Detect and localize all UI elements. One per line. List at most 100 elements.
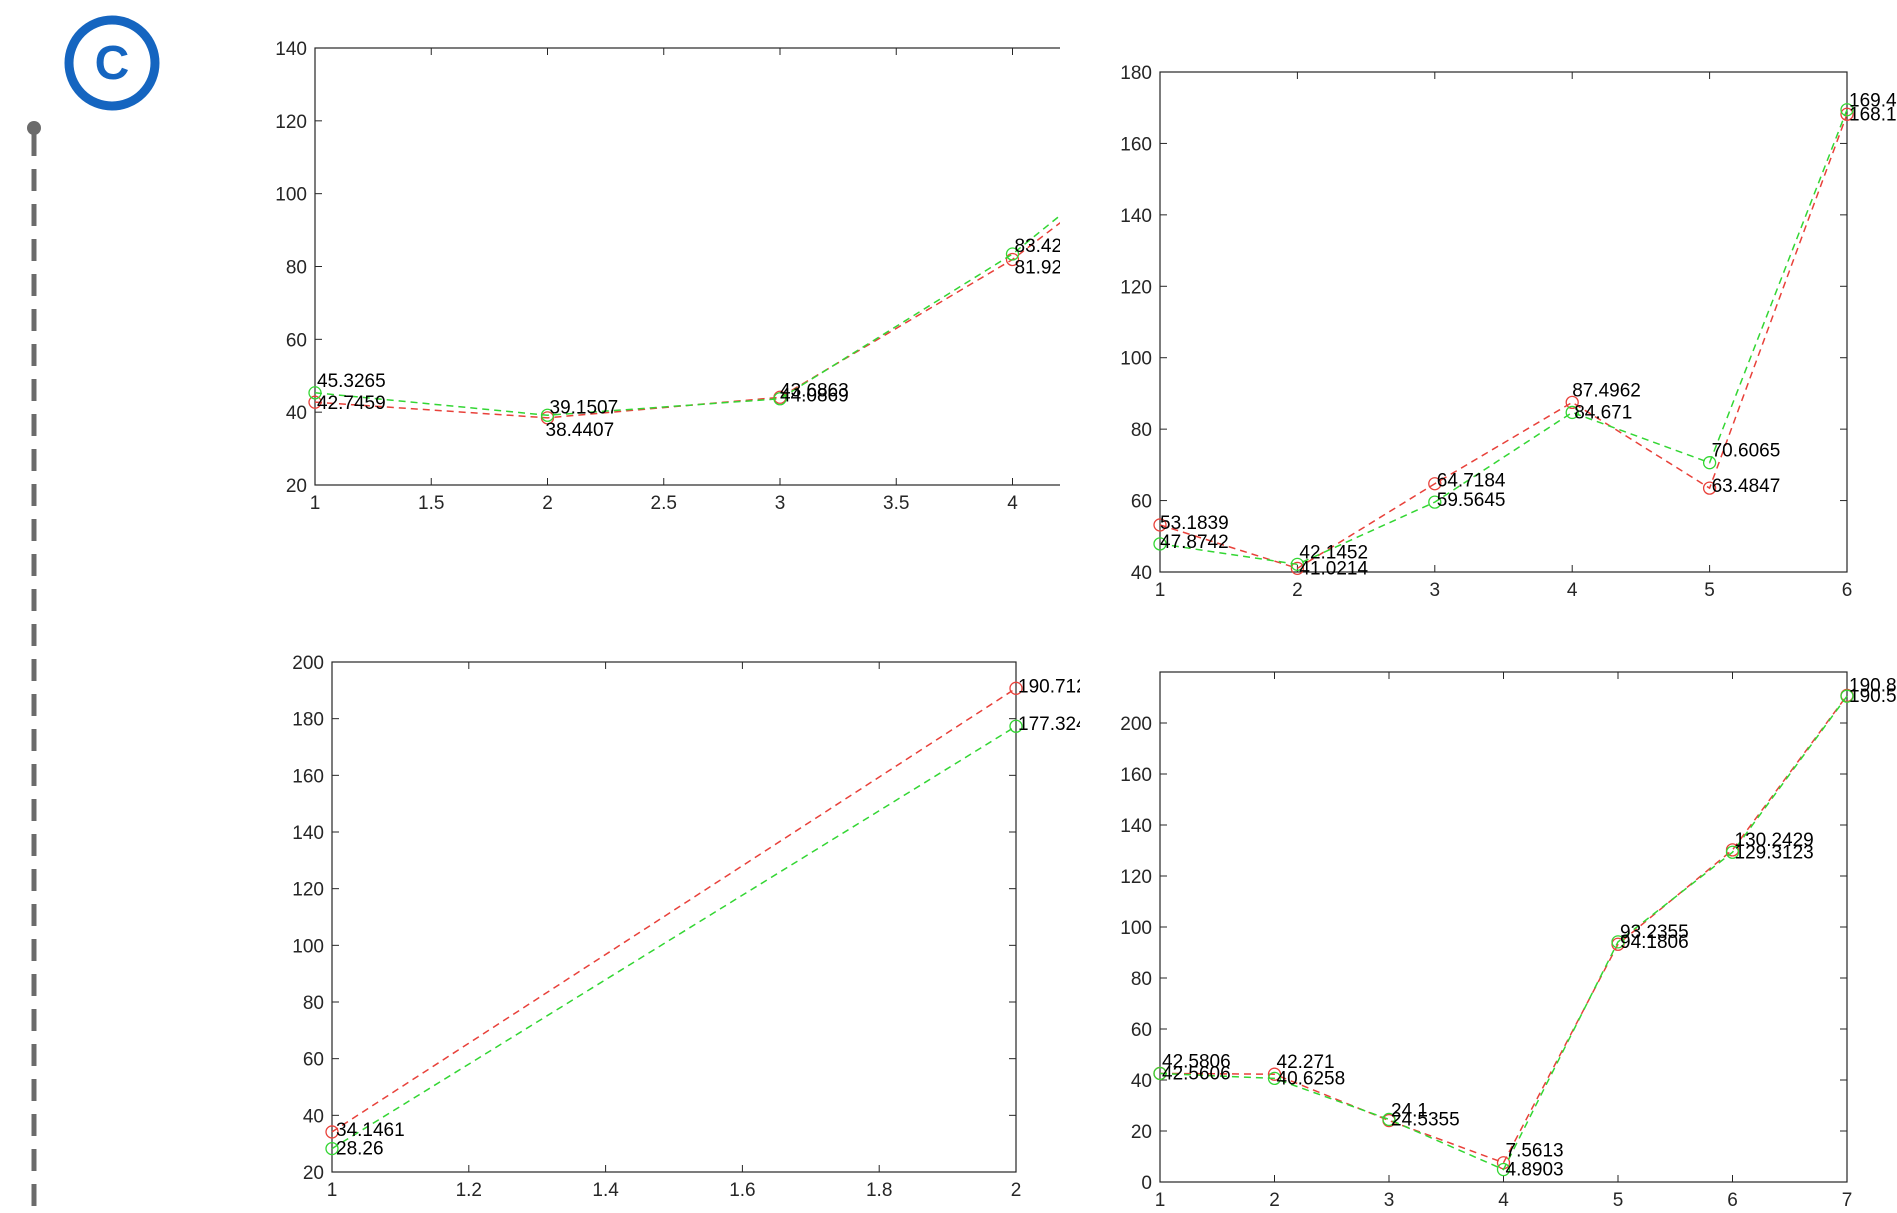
series-green-marker [325,1141,339,1156]
data-label: 45.3265 [317,371,386,392]
data-label: 59.5645 [1437,490,1506,511]
x-tick-label: 2.5 [651,493,677,514]
series-red-line [1159,114,1848,570]
data-label: 4.8903 [1506,1160,1564,1181]
x-tick-label: 3 [1430,580,1441,601]
y-tick-label: 60 [1131,1020,1152,1041]
data-label: 28.26 [336,1139,384,1160]
data-label: 177.324 [1018,714,1080,735]
y-tick-label: 20 [1131,1122,1152,1143]
series-green-marker [1702,456,1717,470]
data-label: 39.1507 [550,397,619,418]
series-red-marker [1290,561,1305,576]
series-green-marker [1153,1066,1167,1081]
data-label: 190.8189 [1849,675,1897,696]
plot-frame [1159,71,1848,573]
badge-ring [64,15,160,111]
x-tick-label: 1.2 [456,1180,482,1201]
series-green-marker [773,392,787,406]
y-tick-label: 120 [1120,867,1152,888]
x-tick-label: 5 [1613,1190,1624,1211]
series-green-marker [1267,1071,1282,1086]
data-label: 34.1461 [336,1120,405,1141]
series-red-marker [1840,107,1854,121]
series-green-marker [1611,935,1625,949]
y-tick-label: 120 [292,880,324,901]
y-tick-label: 180 [1120,63,1152,84]
x-tick-label: 6 [1842,580,1853,601]
data-label: 24.5355 [1391,1109,1460,1130]
y-tick-label: 80 [1131,969,1152,990]
series-green-line [1159,109,1848,566]
x-tick-label: 1 [1155,1190,1166,1211]
chart-top-right: 1 2 3 4 5 6 40 60 80 100 120 140 160 180 53.1839 41.021… [1120,63,1897,601]
series-red-marker [325,1125,339,1139]
data-label: 81.9246 [1015,257,1061,278]
series-red-marker [308,395,322,409]
y-tick-label: 0 [1141,1173,1152,1194]
data-label: 43.6863 [780,381,849,402]
chart-top-left: 11.522.533.544.552040608010012014042.745… [275,39,1061,514]
data-label: 42.1452 [1299,542,1368,563]
data-label: 70.6065 [1712,441,1781,462]
x-tick-label: 1 [1155,580,1166,601]
series-green-marker [1840,689,1854,703]
series-red-line [1159,694,1848,1164]
x-tick-label: 1.6 [729,1180,755,1201]
x-tick-label: 2 [1292,580,1303,601]
data-label: 42.5806 [1162,1051,1231,1072]
data-label: 42.7459 [317,393,386,414]
data-label: 53.1839 [1160,513,1229,534]
x-tick-label: 1 [327,1180,338,1201]
y-tick-label: 180 [292,710,324,731]
x-tick-label: 2 [542,493,553,514]
y-tick-label: 80 [286,258,307,279]
x-tick-label: 5 [1704,580,1715,601]
timeline-dot-icon [27,121,41,135]
data-label: 168.1626 [1849,104,1897,125]
series-green-marker [1840,103,1854,117]
data-label: 40.6258 [1277,1068,1346,1089]
data-label: 129.3123 [1735,842,1814,863]
data-label: 42.5606 [1162,1063,1231,1084]
y-tick-label: 140 [1120,816,1152,837]
plot-frame [314,47,1060,486]
y-tick-label: 200 [292,653,324,674]
x-tick-label: 1 [310,493,321,514]
x-tick-label: 1.5 [418,493,444,514]
data-label: 83.4247 [1015,236,1061,257]
y-tick-label: 160 [1120,765,1152,786]
series-red-marker [1267,1067,1282,1081]
x-tick-label: 7 [1842,1190,1853,1211]
data-label: 47.8742 [1160,532,1229,553]
data-label: 41.0214 [1299,558,1368,579]
y-tick-label: 120 [1120,277,1152,298]
data-label: 169.4356 [1849,91,1897,112]
series-red-marker [1702,481,1717,495]
y-tick-label: 100 [1120,349,1152,370]
x-tick-label: 3 [775,493,786,514]
chart-bottom-left: 1 1.2 1.4 1.6 1.8 2 20 40 60 80 100 120 140 160 180 200… [292,653,1080,1201]
series-green-marker [1382,1112,1396,1127]
series-green-marker [1290,557,1305,571]
data-label: 87.4962 [1572,380,1641,401]
y-tick-label: 60 [303,1050,324,1071]
x-tick-label: 2 [1269,1190,1280,1211]
y-tick-label: 80 [303,993,324,1014]
plot-frame [331,661,1017,1173]
y-tick-label: 80 [1131,420,1152,441]
plot-frame [1159,671,1848,1183]
y-tick-label: 200 [1120,714,1152,735]
data-label: 7.5613 [1506,1141,1564,1162]
data-label: 64.7184 [1437,471,1506,492]
series-green-marker [1153,537,1167,551]
series-green-marker [1565,405,1579,420]
y-tick-label: 100 [275,185,307,206]
series-red-marker [1565,395,1579,410]
y-tick-label: 40 [1131,563,1152,584]
x-tick-label: 4 [1007,493,1018,514]
y-tick-label: 140 [275,39,307,60]
data-label: 42.271 [1277,1052,1335,1073]
x-tick-label: 4 [1498,1190,1509,1211]
x-tick-label: 1.4 [592,1180,619,1201]
